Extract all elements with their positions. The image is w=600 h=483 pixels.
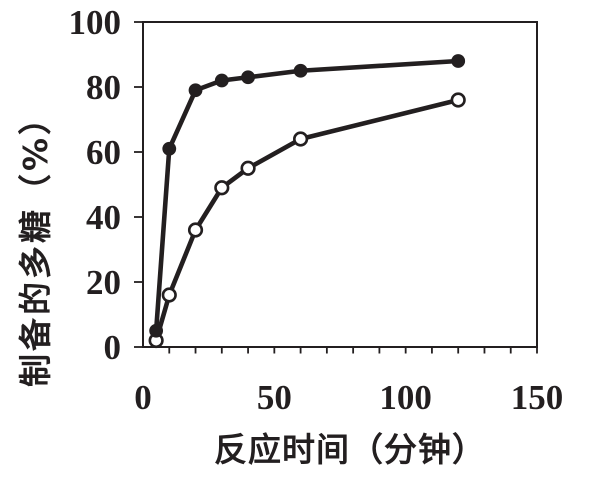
y-tick-label: 60 (86, 133, 121, 172)
filled-circle-series-marker (188, 83, 203, 98)
y-tick-label: 20 (86, 263, 121, 302)
open-circle-series-marker (240, 160, 256, 176)
filled-circle-series-line (153, 58, 461, 334)
open-circle-series-marker (450, 92, 466, 108)
x-axis-title: 反应时间（分钟） (214, 430, 486, 469)
open-circle-series-marker (187, 222, 204, 238)
x-tick-label: 50 (257, 378, 292, 417)
y-tick-label: 100 (69, 3, 122, 42)
filled-circle-series-marker (451, 54, 466, 68)
y-axis-title: 制备的多糖（%） (16, 98, 55, 388)
x-tick-label: 0 (134, 378, 152, 417)
filled-circle-series-marker (241, 70, 255, 85)
y-tick-label: 0 (104, 328, 122, 367)
x-tick-label: 100 (379, 378, 432, 417)
filled-circle-series-marker (149, 323, 164, 338)
x-tick-label: 150 (511, 378, 564, 417)
open-circle-series-marker (214, 180, 230, 196)
y-tick-label: 80 (86, 68, 121, 107)
open-circle-series-marker (161, 287, 177, 303)
y-tick-label: 40 (86, 198, 121, 237)
filled-circle-series-marker (162, 141, 177, 156)
filled-circle-series-marker (293, 63, 308, 78)
filled-circle-series-marker (214, 73, 229, 88)
plot-box (142, 21, 538, 348)
open-circle-series-marker (293, 131, 309, 147)
